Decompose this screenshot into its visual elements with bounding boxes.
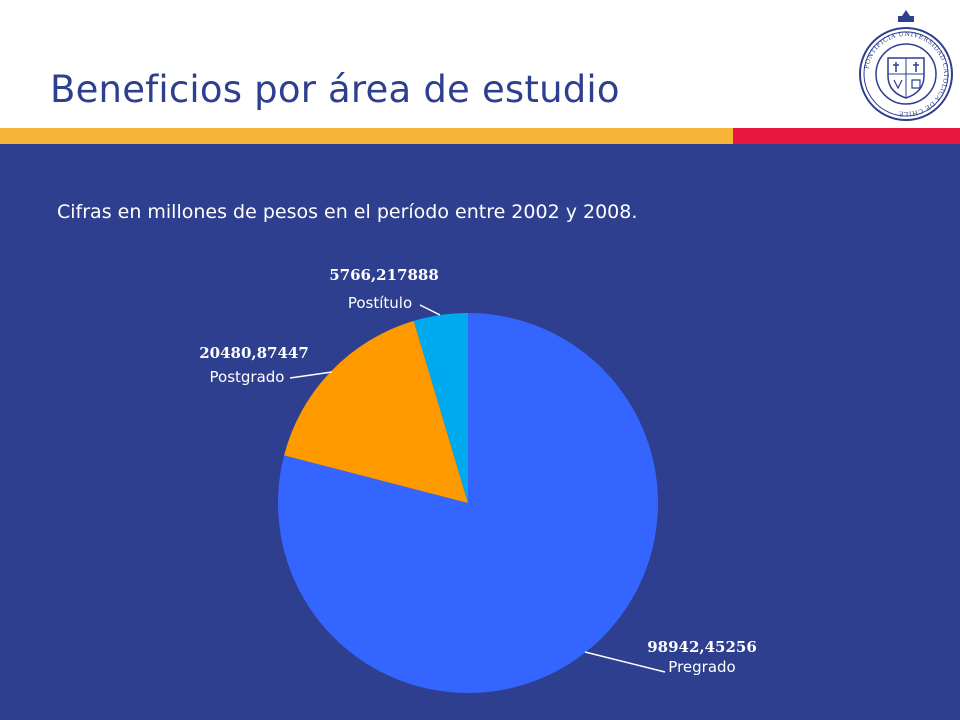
leader-line-pregrado	[584, 651, 666, 673]
pie-slice-pregrado	[277, 313, 658, 694]
slide-title: Beneficios por área de estudio	[50, 68, 620, 111]
accent-bar-red	[733, 128, 960, 144]
data-label-category: Pregrado	[668, 658, 735, 676]
pie-slice-postgrado	[284, 320, 468, 503]
pie-slices	[277, 313, 658, 694]
slice-labels: 98942,45256 Pregrado 20480,87447 Postgrado 5…	[199, 266, 757, 676]
data-label-value: 98942,45256	[647, 638, 757, 656]
slide-subtitle: Cifras en millones de pesos en el períod…	[57, 201, 638, 223]
data-label-category: Postítulo	[348, 294, 412, 312]
data-label-category: Postgrado	[210, 368, 285, 386]
leader-line-postgrado	[289, 371, 333, 379]
data-label-value: 20480,87447	[199, 344, 309, 362]
accent-bar-yellow	[0, 128, 733, 144]
university-seal: PONTIFICIA UNIVERSIDAD CATOLICA DE CHILE	[859, 10, 953, 121]
pie-slice-postítulo	[413, 313, 468, 503]
leader-line-postítulo	[419, 304, 441, 316]
data-label-value: 5766,217888	[329, 266, 439, 284]
slide-header: Beneficios por área de estudio PONTIFICI…	[0, 0, 960, 128]
leader-lines	[289, 304, 666, 673]
